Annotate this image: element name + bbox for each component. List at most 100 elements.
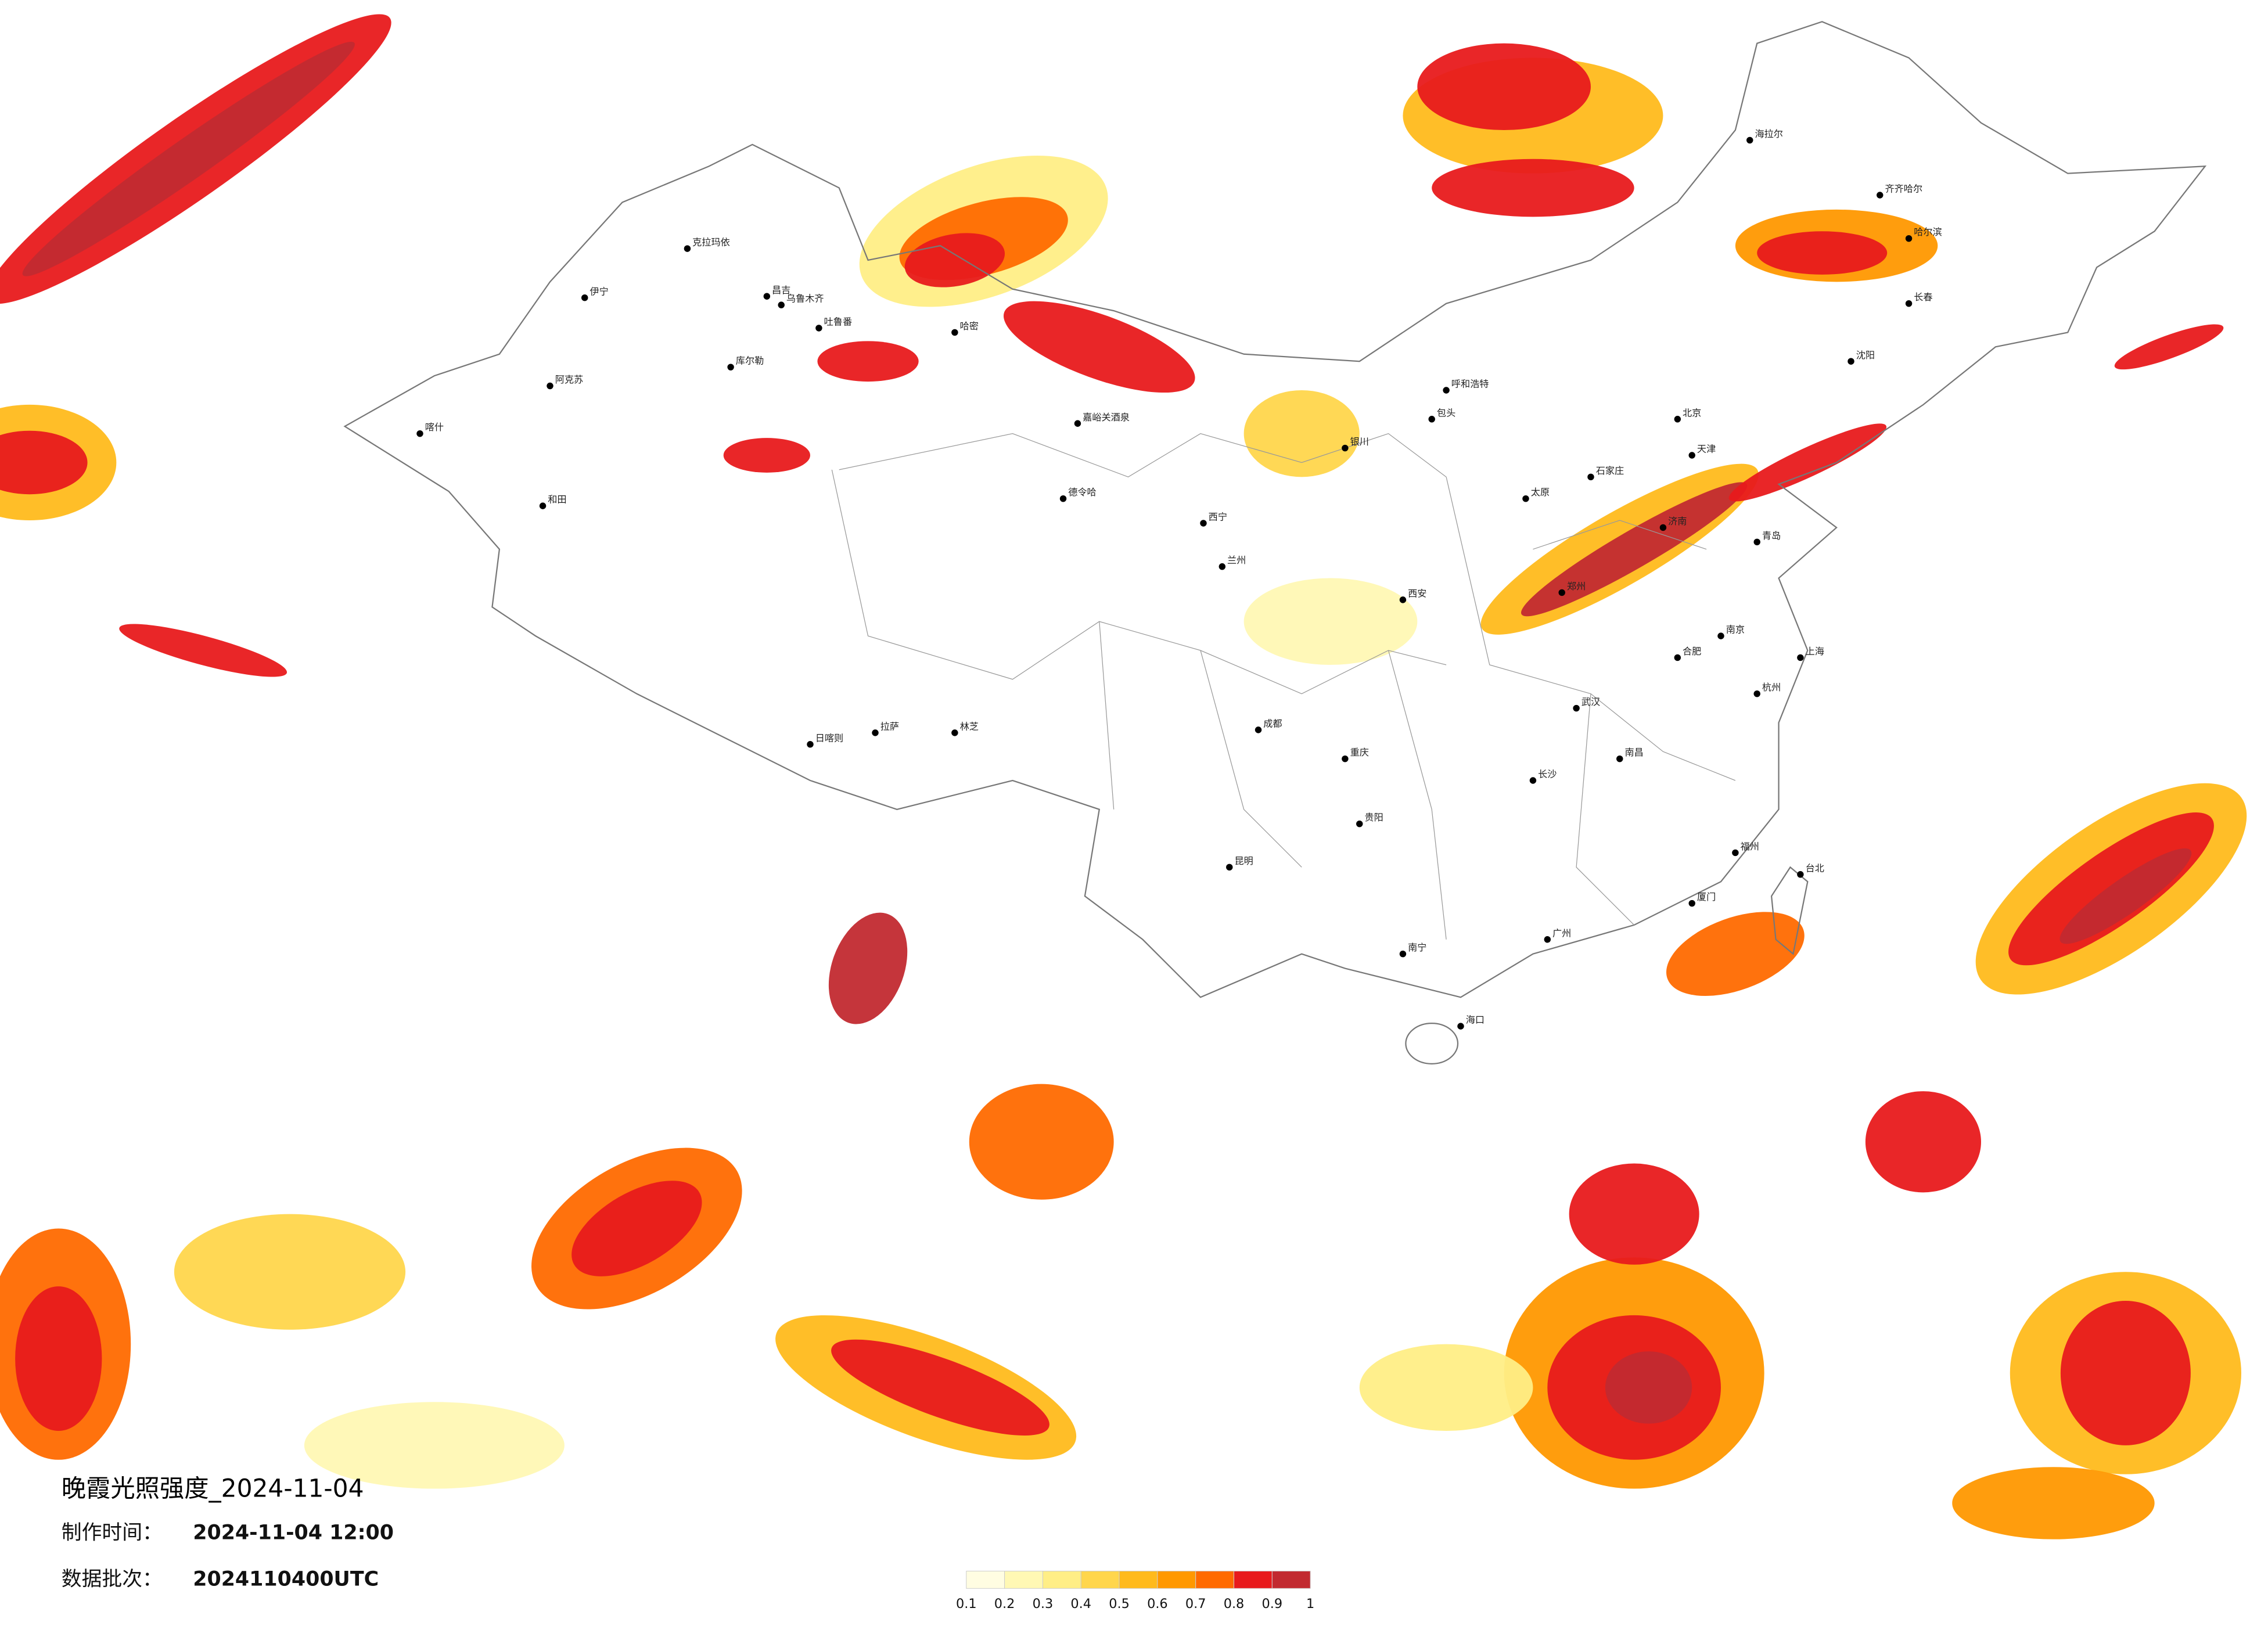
city-dot xyxy=(951,729,958,736)
colorbar-tick-label: 0.1 xyxy=(956,1596,977,1611)
city-dot xyxy=(1717,632,1724,639)
colorbar-tick-label: 1 xyxy=(1306,1596,1314,1611)
intensity-patch xyxy=(22,41,355,276)
city-dot xyxy=(1342,444,1349,452)
colorbar: 0.1 0.2 0.3 0.4 0.5 0.6 0.7 0.8 0.9 1 xyxy=(956,1570,1314,1611)
city-dot xyxy=(872,729,879,736)
city-dot xyxy=(1522,495,1529,502)
colorbar-box xyxy=(966,1570,1005,1589)
made-time: 2024-11-04 12:00 xyxy=(193,1521,394,1545)
city-label: 兰州 xyxy=(1227,555,1246,566)
city-label: 阿克苏 xyxy=(555,374,583,385)
city-dot xyxy=(581,294,588,301)
city-label: 林芝 xyxy=(960,721,979,732)
city-dot xyxy=(1200,520,1207,527)
city-label: 库尔勒 xyxy=(736,355,764,366)
intensity-field xyxy=(0,14,2247,1539)
city-dot xyxy=(1399,950,1407,958)
city-label: 昆明 xyxy=(1234,855,1253,866)
colorbar-tick-label: 0.5 xyxy=(1109,1596,1130,1611)
colorbar-tick-label: 0.4 xyxy=(1070,1596,1091,1611)
city-dot xyxy=(1457,1023,1464,1030)
city-label: 上海 xyxy=(1806,646,1824,657)
city-dot xyxy=(1732,849,1739,857)
city-dot xyxy=(1443,387,1450,394)
city-label: 杭州 xyxy=(1762,682,1781,693)
city-dot xyxy=(1587,473,1594,481)
intensity-patch xyxy=(831,1339,1049,1436)
city-dot xyxy=(1342,755,1349,762)
batch: 2024110400UTC xyxy=(193,1567,379,1591)
city-label: 贵阳 xyxy=(1364,812,1383,823)
colorbar-tick-label: 0.9 xyxy=(1262,1596,1283,1611)
intensity-patch xyxy=(1952,1467,2155,1539)
city-label: 银川 xyxy=(1350,436,1369,447)
intensity-patch xyxy=(904,233,1005,287)
intensity-patch xyxy=(1757,231,1888,275)
city-dot xyxy=(1428,416,1435,423)
city-dot xyxy=(1659,524,1667,531)
city-label: 昌吉 xyxy=(772,285,790,296)
intensity-patch xyxy=(1865,1091,1981,1193)
city-dot xyxy=(1688,900,1695,907)
city-dot xyxy=(1529,777,1537,784)
intensity-patch xyxy=(304,1402,565,1489)
batch-label: 数据批次： xyxy=(62,1567,163,1591)
city-label: 喀什 xyxy=(425,422,444,433)
city-label: 海拉尔 xyxy=(1755,128,1782,139)
city-label: 伊宁 xyxy=(590,286,608,297)
city-label: 吐鲁番 xyxy=(824,316,852,328)
city-label: 武汉 xyxy=(1582,696,1600,707)
city-label: 长春 xyxy=(1914,292,1932,303)
city-dot xyxy=(1573,704,1580,712)
city-label: 西安 xyxy=(1408,588,1426,599)
city-label: 和田 xyxy=(548,494,566,505)
city-label: 海口 xyxy=(1466,1015,1485,1026)
city-dot xyxy=(1877,192,1884,199)
colorbar-box xyxy=(1042,1570,1081,1589)
intensity-patch xyxy=(1243,578,1418,665)
city-dot xyxy=(727,364,734,370)
city-label: 西宁 xyxy=(1209,512,1227,523)
city-dot xyxy=(1905,300,1913,307)
city-dot xyxy=(1074,420,1081,427)
city-label: 拉萨 xyxy=(880,721,899,732)
city-dot xyxy=(1558,589,1565,596)
intensity-patch xyxy=(174,1214,406,1330)
city-label: 石家庄 xyxy=(1596,465,1624,476)
city-dot xyxy=(1219,563,1226,570)
intensity-patch xyxy=(1003,301,1195,393)
city-label: 德令哈 xyxy=(1068,487,1096,498)
city-label: 包头 xyxy=(1437,407,1455,418)
intensity-patch xyxy=(1728,423,1887,502)
intensity-patch xyxy=(1521,482,1748,617)
city-label: 哈尔滨 xyxy=(1914,226,1942,238)
intensity-patch xyxy=(969,1084,1114,1200)
city-dot xyxy=(1255,726,1262,733)
city-dot xyxy=(1399,596,1407,603)
city-dot xyxy=(1674,416,1681,423)
colorbar-tick-label: 0.8 xyxy=(1224,1596,1245,1611)
intensity-patch xyxy=(0,430,88,495)
city-label: 青岛 xyxy=(1762,530,1781,541)
island-outline xyxy=(1405,1023,1459,1064)
city-label: 长沙 xyxy=(1538,769,1557,780)
city-dot xyxy=(1753,690,1760,697)
city-label: 合肥 xyxy=(1683,646,1701,657)
province-borders xyxy=(831,433,1736,940)
city-label: 克拉玛依 xyxy=(692,237,730,248)
city-dot xyxy=(1226,864,1233,871)
city-dot xyxy=(539,502,547,509)
intensity-patch xyxy=(828,912,908,1024)
intensity-patch xyxy=(119,624,287,677)
city-label: 北京 xyxy=(1683,407,1701,418)
city-label: 济南 xyxy=(1668,516,1687,527)
city-dot xyxy=(763,293,771,300)
city-dot xyxy=(778,301,785,308)
city-label: 南京 xyxy=(1726,624,1745,635)
city-dot xyxy=(1797,871,1804,878)
city-dot xyxy=(1059,495,1067,502)
intensity-patch xyxy=(1569,1163,1699,1265)
